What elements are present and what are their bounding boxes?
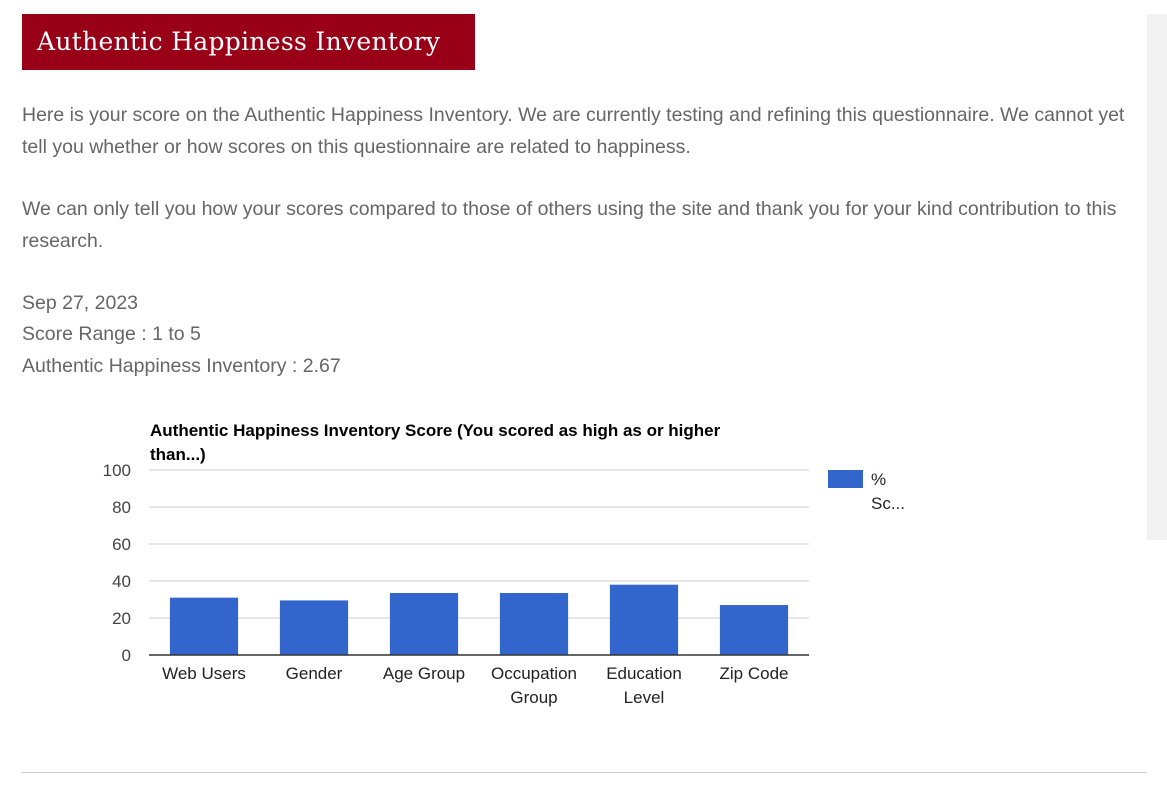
- page-title-banner: Authentic Happiness Inventory: [22, 14, 475, 70]
- x-tick-label: Zip Code: [720, 664, 789, 683]
- y-tick-label: 60: [112, 535, 131, 554]
- y-tick-label: 100: [103, 461, 131, 480]
- intro-paragraph-1: Here is your score on the Authentic Happ…: [22, 104, 1125, 158]
- bar: [719, 605, 789, 655]
- bar: [389, 593, 459, 655]
- y-tick-label: 40: [112, 572, 131, 591]
- intro-paragraph-2: We can only tell you how your scores com…: [22, 198, 1117, 252]
- x-tick-label: Occupation: [491, 664, 577, 683]
- bar: [279, 600, 349, 655]
- x-tick-label: Group: [510, 688, 557, 707]
- x-tick-label: Web Users: [162, 664, 246, 683]
- x-tick-label: Level: [624, 688, 665, 707]
- chart-title-line: than...): [150, 445, 206, 464]
- score-range: Score Range : 1 to 5: [22, 323, 201, 345]
- score-value: Authentic Happiness Inventory : 2.67: [22, 355, 341, 377]
- sidebar-strip: [1147, 14, 1167, 540]
- legend-swatch: [828, 470, 863, 488]
- y-tick-label: 0: [122, 646, 131, 665]
- legend-label: Sc...: [871, 494, 905, 513]
- divider: [22, 772, 1147, 773]
- bar: [169, 597, 239, 655]
- x-tick-label: Age Group: [383, 664, 465, 683]
- bar: [609, 584, 679, 655]
- y-tick-label: 20: [112, 609, 131, 628]
- y-tick-label: 80: [112, 498, 131, 517]
- result-date: Sep 27, 2023: [22, 292, 139, 314]
- x-tick-label: Gender: [286, 664, 343, 683]
- bar: [499, 593, 569, 655]
- legend-label: %: [871, 470, 886, 489]
- chart-title-line: Authentic Happiness Inventory Score (You…: [150, 421, 721, 440]
- x-tick-label: Education: [606, 664, 682, 683]
